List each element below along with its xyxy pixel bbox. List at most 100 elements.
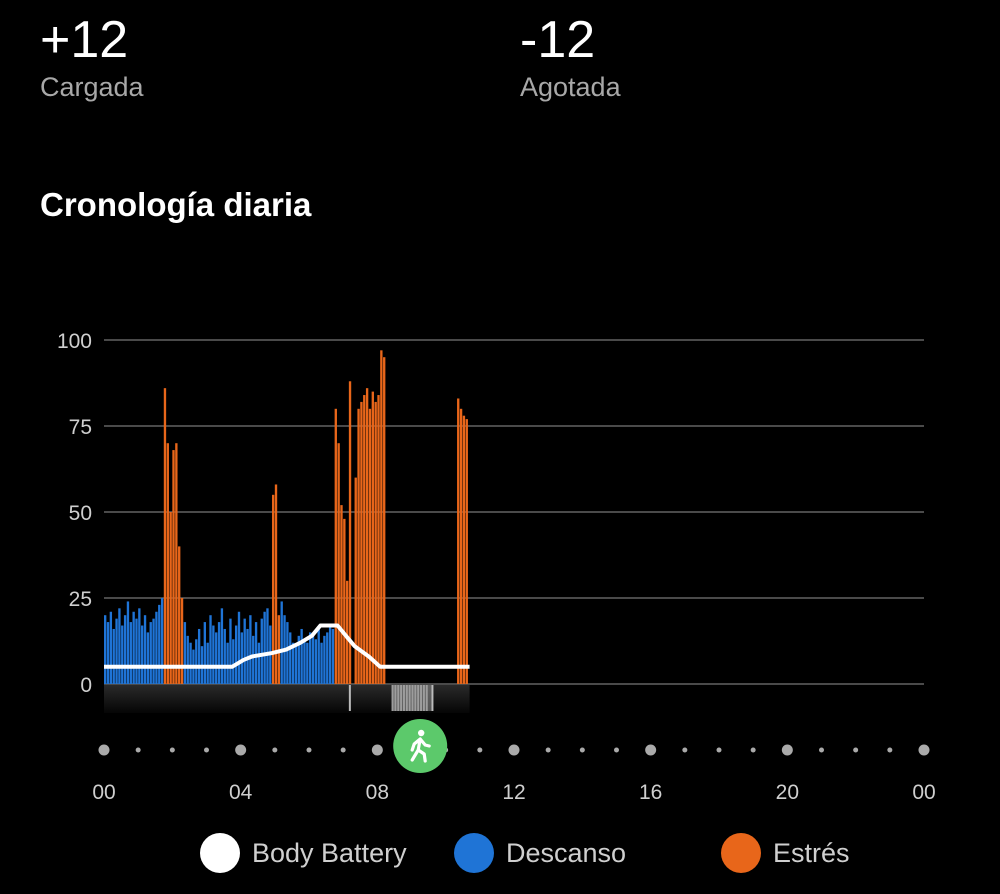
stress-bar (368, 408, 372, 684)
rest-bar (104, 615, 107, 684)
rest-bar (160, 598, 164, 684)
hour-dot-major (918, 744, 930, 756)
hour-dot (135, 747, 141, 753)
hour-dot (306, 747, 312, 753)
x-tick-label: 20 (776, 781, 799, 804)
rest-bar (328, 625, 332, 684)
hour-dot (887, 747, 893, 753)
rest-bar (286, 622, 289, 684)
legend-label: Body Battery (252, 837, 407, 868)
x-tick-label: 00 (92, 781, 115, 804)
rest-bar (126, 601, 130, 684)
stress-bar (166, 443, 169, 684)
rest-bar (223, 628, 226, 684)
rest-bar (138, 608, 141, 684)
rest-bar (206, 642, 209, 684)
stress-bar (348, 381, 352, 684)
hour-dot (819, 747, 824, 753)
rest-bar (217, 622, 221, 684)
hour-dot (204, 747, 209, 753)
charged-value: +12 (40, 11, 129, 69)
stress-bar (343, 518, 346, 684)
x-tick-label: 16 (639, 781, 662, 804)
rest-bar (135, 618, 138, 684)
rest-bar (229, 618, 232, 684)
rest-bar (226, 642, 229, 684)
stress-bar (163, 388, 167, 684)
charged-stat: +12 Cargada (40, 12, 144, 103)
rest-bar (243, 618, 246, 684)
icon-head (417, 729, 425, 737)
drained-label: Agotada (520, 72, 621, 102)
hour-dot-major (235, 744, 247, 756)
hour-dot (853, 747, 859, 753)
rest-bar (109, 611, 113, 684)
rest-bar (303, 639, 306, 684)
rest-bar (323, 635, 326, 684)
rest-bar (331, 628, 335, 684)
stress-bar (462, 415, 466, 684)
drained-value: -12 (520, 11, 596, 69)
legend-label: Estrés (773, 837, 850, 868)
stress-bar (365, 388, 369, 684)
rest-bar (234, 625, 238, 684)
legend-body-battery: Body Battery (200, 833, 407, 873)
hour-dot (682, 747, 688, 753)
stress-bar (274, 484, 278, 684)
stress-bar (337, 443, 340, 684)
body-battery-line (104, 623, 470, 669)
rest-bar (209, 615, 212, 684)
rest-bar (155, 611, 158, 684)
rest-bar (254, 622, 258, 684)
y-tick-label: 75 (69, 416, 92, 439)
y-tick-label: 100 (57, 330, 92, 353)
legend-label: Descanso (506, 837, 627, 868)
rest-bar (289, 632, 292, 684)
stress-swatch (721, 833, 761, 873)
hour-dot-major (508, 744, 520, 756)
activity-mark (431, 685, 434, 711)
rest-bar (146, 632, 150, 684)
rest-bar (257, 642, 261, 684)
hour-dot-major (781, 744, 793, 756)
rest-bar (260, 618, 263, 684)
icon-body (410, 737, 431, 763)
rest-bar (212, 625, 215, 684)
rest-bar (141, 625, 144, 684)
stress-bar (457, 398, 460, 684)
x-tick-label: 08 (366, 781, 389, 804)
rest-bar (240, 632, 244, 684)
activity-walk-button[interactable] (393, 719, 448, 773)
rest-bar (297, 635, 300, 684)
stress-bar (357, 408, 360, 684)
rest-bar (183, 622, 187, 684)
rest-bar (263, 611, 266, 684)
x-tick-label: 00 (912, 781, 935, 804)
body-battery-swatch (200, 833, 240, 873)
rest-bar (252, 635, 255, 684)
rest-bar (294, 646, 298, 684)
hour-dot-major (645, 744, 657, 756)
rest-bar (291, 642, 295, 684)
legend-rest: Descanso (454, 833, 626, 873)
stress-bar (169, 512, 172, 684)
stress-bar (360, 401, 363, 684)
hour-dot (750, 747, 756, 753)
stress-bar (178, 546, 181, 684)
rest-bar (300, 628, 303, 684)
hour-dot (614, 747, 619, 753)
hour-dot (477, 747, 483, 753)
rest-bar (195, 639, 198, 684)
hour-dot (169, 747, 175, 753)
rest-bar (158, 604, 161, 684)
hour-dot (545, 747, 551, 753)
activity-mark (348, 685, 351, 711)
stress-bar (371, 391, 374, 684)
stress-bar (175, 443, 178, 684)
rest-bar (311, 635, 315, 684)
stress-bar (459, 408, 463, 684)
activity-block (391, 685, 432, 711)
x-tick-label: 12 (502, 781, 525, 804)
stress-bar (363, 395, 366, 684)
